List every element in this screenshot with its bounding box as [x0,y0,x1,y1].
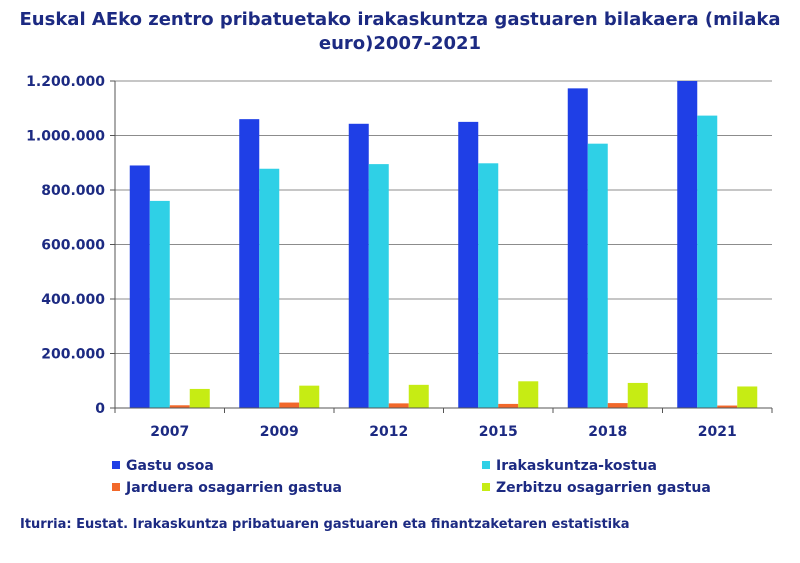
bar-zerbitzu-osagarrien-gastua-2015 [518,381,539,408]
legend-label: Jarduera osagarrien gastua [126,480,342,496]
bar-jarduera-osagarrien-gastua-2007 [169,405,190,408]
x-tick-label: 2009 [260,424,299,440]
y-tick-label: 200.000 [41,347,105,363]
y-tick-label: 0 [95,401,105,417]
bar-gastu-osoa-2009 [239,119,260,409]
legend-label: Zerbitzu osagarrien gastua [496,480,711,496]
chart-title: Euskal AEko zentro pribatuetako irakasku… [0,8,800,56]
legend-swatch [112,483,120,491]
legend-swatch [482,483,490,491]
bar-zerbitzu-osagarrien-gastua-2018 [627,382,648,408]
bar-irakaskuntza-kostua-2018 [587,143,608,409]
legend-item-gastu-osoa: Gastu osoa [112,458,214,474]
bar-zerbitzu-osagarrien-gastua-2012 [408,384,429,408]
bar-irakaskuntza-kostua-2007 [149,200,170,408]
source-note: Iturria: Eustat. Irakaskuntza pribatuare… [20,517,630,532]
bar-irakaskuntza-kostua-2012 [368,164,389,408]
legend-item-zerbitzu-osagarrien: Zerbitzu osagarrien gastua [482,480,711,496]
chart-title-line1: Euskal AEko zentro pribatuetako irakasku… [19,9,781,30]
legend-swatch [112,461,120,469]
legend-swatch [482,461,490,469]
legend-label: Irakaskuntza-kostua [496,458,657,474]
y-tick-label: 1.200.000 [26,74,105,90]
bar-irakaskuntza-kostua-2021 [697,115,718,409]
y-tick-label: 800.000 [41,183,105,199]
bar-chart: 0 200.000 400.000 600.000 800.000 1.000.000 1.… [26,74,773,440]
legend-item-jarduera-osagarrien: Jarduera osagarrien gastua [112,480,342,496]
bar-zerbitzu-osagarrien-gastua-2021 [737,386,758,408]
x-tick-label: 2018 [588,424,627,440]
y-tick-label: 600.000 [41,238,105,254]
x-tick-label: 2015 [479,424,518,440]
bar-gastu-osoa-2018 [567,88,588,409]
x-tick-label: 2012 [369,424,408,440]
chart-title-line2: euro)2007-2021 [318,33,482,54]
y-tick-label: 1.000.000 [26,129,105,145]
bar-jarduera-osagarrien-gastua-2015 [498,403,519,408]
bar-jarduera-osagarrien-gastua-2012 [388,403,409,408]
bar-gastu-osoa-2015 [458,121,479,408]
bar-jarduera-osagarrien-gastua-2009 [279,402,300,408]
bar-irakaskuntza-kostua-2009 [259,168,280,408]
bar-zerbitzu-osagarrien-gastua-2009 [299,385,320,408]
bar-zerbitzu-osagarrien-gastua-2007 [189,388,210,408]
x-tick-label: 2007 [150,424,189,440]
bar-gastu-osoa-2012 [348,123,369,408]
y-tick-label: 400.000 [41,292,105,308]
legend-label: Gastu osoa [126,458,214,474]
bar-irakaskuntza-kostua-2015 [478,163,499,408]
bar-gastu-osoa-2021 [677,81,698,408]
bar-jarduera-osagarrien-gastua-2018 [607,403,628,408]
legend-item-irakaskuntza-kostua: Irakaskuntza-kostua [482,458,657,474]
bar-gastu-osoa-2007 [129,165,150,408]
bar-jarduera-osagarrien-gastua-2021 [717,405,738,408]
x-tick-label: 2021 [698,424,737,440]
